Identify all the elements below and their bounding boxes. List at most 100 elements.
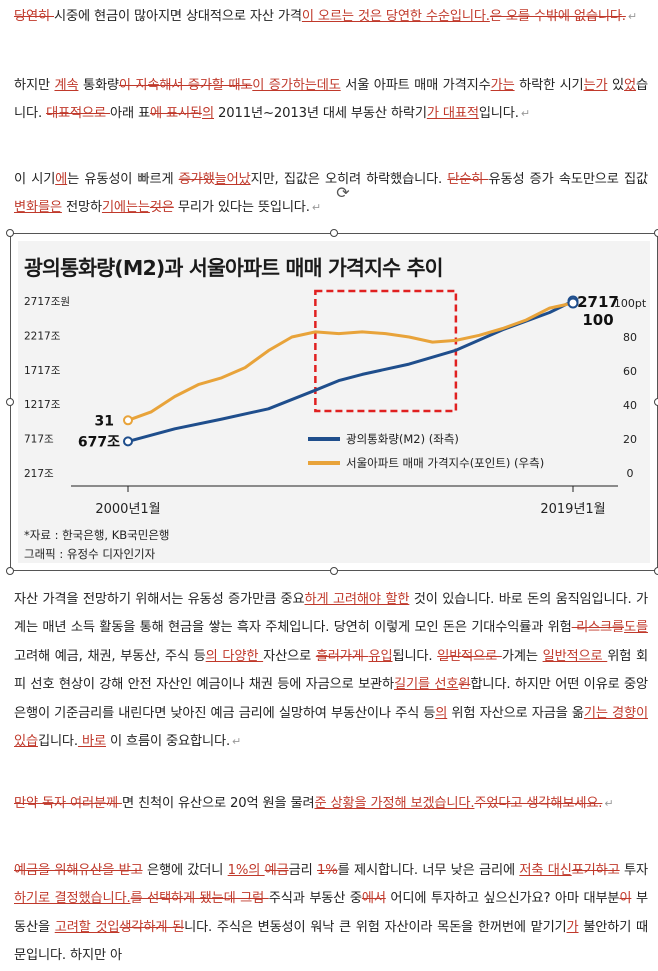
inserted-text: 길기를 선호: [394, 677, 459, 693]
paragraph-mark: ↵: [232, 735, 242, 749]
body-text: 투자: [619, 863, 648, 878]
body-text: 입니다.: [478, 106, 519, 122]
body-text: 깁니다.: [37, 734, 78, 750]
chart-credit: 그래픽 : 유정수 디자인기자: [24, 547, 156, 561]
resize-handle-bottom-left[interactable]: [6, 567, 14, 575]
right-axis: 100pt 80 60 40 20 0: [614, 297, 647, 480]
highlight-box: [314, 289, 458, 413]
inserted-text: 의 다양한: [205, 648, 264, 664]
body-text: 위험 회피 선호 현상이 강해 안전 자산인 예금이나 채권 등에 자금으로 보…: [14, 648, 648, 693]
body-text: 금리: [288, 863, 317, 878]
inserted-text: 기에는는: [101, 200, 150, 216]
resize-handle-bottom[interactable]: [330, 567, 338, 575]
deleted-text: 생각하게 된: [119, 919, 185, 935]
body-text: 고려해 예금, 채권, 부동산, 주식 등: [14, 648, 206, 664]
body-text: 습니다.: [14, 78, 648, 122]
paragraph-3[interactable]: 이 시기에는 유동성이 빠르게 증가했늘어났지만, 집값은 오히려 하락했습니다…: [14, 166, 648, 223]
chart-panel: 광의통화량(M2)과 서울아파트 매매 가격지수 추이 2717조원 2217조 1…: [18, 241, 650, 563]
body-text: 자산으로: [263, 648, 316, 664]
body-text: 시중에 현금이 많아지면 상대적으로 자산 가격: [54, 9, 302, 24]
deleted-text: 당연히: [14, 9, 54, 24]
deleted-text: 예금을 위해: [14, 863, 79, 878]
inserted-text: 었: [624, 78, 637, 93]
body-text: 불안하기 때문입니다. 하지만 아: [14, 919, 648, 964]
series-start-point: [123, 436, 133, 447]
left-axis: 2717조원 2217조 1717조 1217조 717조 217조: [24, 296, 70, 480]
chart-title: 광의통화량(M2)과 서울아파트 매매 가격지수 추이: [24, 256, 443, 280]
series-line-m2: [127, 299, 574, 443]
resize-handle-top-left[interactable]: [6, 229, 14, 237]
inserted-text: 의: [435, 705, 448, 721]
paragraph-4[interactable]: 자산 가격을 전망하기 위해서는 유동성 증가만큼 중요하게 고려해야 할한 것…: [14, 586, 648, 756]
body-text: 있: [607, 78, 625, 93]
resize-handle-left[interactable]: [6, 398, 14, 406]
inserted-text: 변화를은: [14, 200, 62, 216]
body-text: 서울 아파트 매매 가격지수: [340, 78, 491, 93]
body-text: 어디에 투자하고 싶으신가요? 아마 대부분: [385, 891, 620, 907]
paragraph-1[interactable]: 당연히 시중에 현금이 많아지면 상대적으로 자산 가격이 오르는 것은 당연한…: [14, 3, 648, 31]
deleted-text: 1%: [316, 863, 338, 878]
left-tick-label: 2717조원: [24, 296, 70, 308]
body-text: 를 제시합니다. 너무 낮은 금리에: [337, 863, 520, 878]
deleted-text: 원: [458, 677, 471, 693]
legend-label-apt: 서울아파트 매매 가격지수(포인트) (우측): [346, 456, 544, 470]
chart-svg: 광의통화량(M2)과 서울아파트 매매 가격지수 추이 2717조원 2217조 1…: [24, 256, 647, 561]
body-text: 아래 표: [110, 106, 151, 122]
body-text: 됩니다.: [392, 648, 438, 664]
series-end-point: [567, 297, 579, 309]
paragraph-mark: ↵: [627, 10, 637, 23]
deleted-text: 것은: [149, 200, 174, 216]
paragraph-5[interactable]: 만약 독자 여러분께 면 친척이 유산으로 20억 원을 물려준 상황을 가정해…: [14, 790, 648, 818]
inserted-text: 저축 대신: [519, 863, 572, 878]
inserted-text: 이 오르는 것은 당연한 수순입니다.: [301, 9, 490, 24]
paragraph-mark: ↵: [604, 797, 614, 810]
end-label-right: 100: [582, 311, 613, 329]
inserted-text: 일반적으로: [542, 648, 608, 664]
deleted-text: 포기하고: [571, 863, 620, 878]
body-text: 것이 있습니다. 바로 돈의 움직임입니다. 가계는 매년 소득 활동을 통해 …: [14, 592, 648, 636]
rotate-handle-icon[interactable]: ⟳: [336, 183, 350, 202]
body-text: 전망하: [61, 200, 102, 216]
right-tick-label: 100pt: [614, 297, 647, 310]
body-text: 무리가 있다는 뜻입니다.: [173, 200, 310, 216]
start-label-left: 677조: [78, 434, 120, 450]
inserted-text: 에: [55, 172, 68, 187]
right-tick-label: 20: [623, 433, 637, 446]
deleted-text: 예금: [264, 863, 289, 878]
body-text: 유동성 증가 속도만으로 집값: [488, 172, 649, 187]
body-text: 위험 자산으로 자금을 옮: [447, 705, 584, 721]
deleted-text: 은 오를 수밖에 없습니다.: [489, 9, 626, 24]
start-label-right: 31: [95, 413, 114, 429]
inserted-text: 의: [202, 106, 214, 122]
body-text: 가계는: [501, 648, 543, 664]
right-tick-label: 60: [623, 365, 637, 378]
resize-handle-right[interactable]: [654, 398, 658, 406]
left-tick-label: 1717조: [24, 365, 61, 377]
body-text: 이 흐름이 중요합니다.: [105, 734, 230, 750]
inserted-text: 준 상황을 가정해 보겠습니다.: [314, 796, 475, 811]
inserted-text: 이 증가하는데도: [252, 78, 341, 93]
body-text: 하락한 시기: [514, 78, 584, 93]
right-tick-label: 40: [623, 399, 637, 412]
deleted-text: 흘러가게: [315, 648, 369, 664]
right-tick-label: 0: [627, 467, 634, 480]
paragraph-6[interactable]: 예금을 위해유산을 받고 은행에 갔더니 1%의 예금금리 1%를 제시합니다.…: [14, 857, 648, 971]
resize-handle-top-right[interactable]: [654, 229, 658, 237]
deleted-text: 이 지속해서 증가할 때도: [118, 78, 253, 93]
inserted-text: 가 대표적: [426, 106, 479, 122]
left-tick-label: 2217조: [24, 330, 61, 342]
x-label-end: 2019년1월: [540, 502, 605, 517]
resize-handle-top[interactable]: [330, 229, 338, 237]
chart-figure[interactable]: 광의통화량(M2)과 서울아파트 매매 가격지수 추이 2717조원 2217조 1…: [6, 229, 658, 575]
inserted-text: 1%의: [227, 863, 265, 878]
body-text: 부동산을: [14, 891, 648, 935]
deleted-text: 증가했: [178, 172, 215, 187]
chart-source: *자료 : 한국은행, KB국민은행: [24, 528, 169, 542]
left-tick-label: 717조: [24, 434, 54, 446]
paragraph-2[interactable]: 하지만 계속 통화량이 지속해서 증가할 때도이 증가하는데도 서울 아파트 매…: [14, 72, 648, 129]
resize-handle-bottom-right[interactable]: [654, 567, 658, 575]
inserted-text: 가: [566, 919, 579, 935]
body-text: 합니다. 하지만 어떤 이유로 중앙은행이 기준금리를 내린다면 낮아진 예금 …: [14, 677, 648, 721]
body-text: 자산 가격을 전망하기 위해서는 유동성 증가만큼 중요: [14, 592, 305, 607]
